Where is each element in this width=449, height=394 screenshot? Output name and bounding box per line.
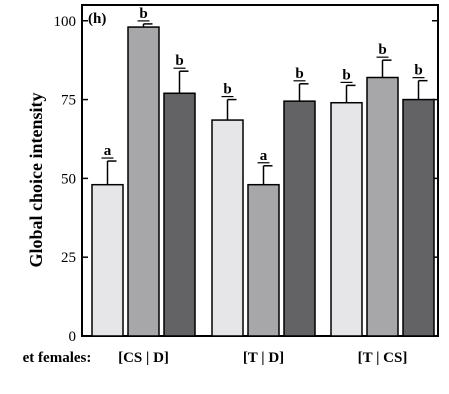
x-tick-label: [T | CS] — [358, 350, 408, 366]
bar — [283, 100, 316, 337]
bar — [402, 98, 435, 337]
significance-letter: b — [139, 6, 147, 22]
x-axis-prefix: et females: — [23, 350, 92, 366]
significance-letter: b — [223, 82, 231, 98]
significance-letter: b — [175, 53, 183, 69]
panel-label: (h) — [88, 11, 106, 27]
significance-letter: b — [295, 66, 303, 82]
y-axis: 0 25 50 75 100 — [54, 14, 438, 345]
y-tick-label: 75 — [61, 93, 76, 109]
y-tick-label: 0 — [69, 329, 77, 345]
significance-letter: a — [104, 143, 112, 159]
significance-letter: b — [414, 63, 422, 79]
y-tick-label: 100 — [54, 14, 77, 30]
bar — [91, 183, 124, 337]
x-tick-label: [CS | D] — [118, 350, 169, 366]
x-tick-label: [T | D] — [243, 350, 284, 366]
bar — [127, 26, 160, 337]
bar — [211, 119, 244, 337]
y-tick-label: 25 — [61, 250, 76, 266]
significance-letter: b — [342, 67, 350, 83]
y-axis-label: Global choice intensity — [26, 93, 46, 268]
bar — [163, 92, 196, 337]
bar — [247, 183, 280, 337]
significance-letter: b — [378, 42, 386, 58]
bar-groups: a b b b a b b b b — [91, 6, 435, 337]
bar — [366, 76, 399, 337]
significance-letter: a — [260, 148, 268, 164]
bar — [330, 101, 363, 337]
y-tick-label: 50 — [61, 171, 76, 187]
x-axis: [CS | D] [T | D] [T | CS] — [118, 350, 407, 366]
